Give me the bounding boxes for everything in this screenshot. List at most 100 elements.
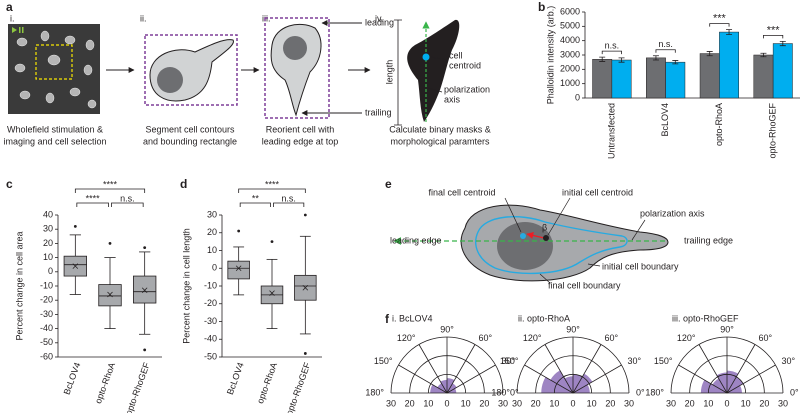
y-tick-label: 30 bbox=[207, 209, 217, 219]
y-tick-label: 1000 bbox=[560, 78, 580, 88]
angle-tick-label: 0° bbox=[510, 387, 519, 397]
significance-label: *** bbox=[767, 24, 781, 36]
spoke bbox=[572, 344, 602, 394]
r-tick-label: 20 bbox=[479, 398, 489, 408]
r-tick-label: 30 bbox=[498, 398, 508, 408]
significance-bracket bbox=[76, 202, 109, 207]
y-tick-label: -20 bbox=[40, 295, 53, 305]
outlier bbox=[73, 224, 77, 228]
leader-line bbox=[427, 87, 443, 93]
step-numeral: ii. bbox=[140, 13, 147, 23]
bar bbox=[772, 43, 793, 99]
caption: Wholefield stimulation & bbox=[7, 124, 103, 134]
leader-line bbox=[430, 56, 448, 61]
y-tick-label: 20 bbox=[43, 238, 53, 248]
r-tick-label: 10 bbox=[461, 398, 471, 408]
error-bar bbox=[760, 52, 767, 58]
mean-marker bbox=[269, 290, 275, 296]
r-tick-label: 10 bbox=[423, 398, 433, 408]
angle-tick-label: 120° bbox=[677, 333, 696, 343]
binary-mask bbox=[407, 19, 460, 123]
x-tick-label: opto-RhoGEF bbox=[123, 361, 152, 413]
angle-label: β bbox=[542, 222, 547, 232]
bounding-rectangle bbox=[144, 34, 238, 106]
annotation: length bbox=[384, 60, 394, 85]
x-tick-label: opto-RhoA bbox=[714, 103, 724, 146]
angle-tick-label: 150° bbox=[500, 356, 519, 366]
outlier bbox=[108, 242, 112, 245]
annotation: leading bbox=[365, 17, 394, 27]
final-boundary bbox=[475, 216, 628, 275]
cells bbox=[14, 30, 97, 109]
caption: imaging and cell selection bbox=[3, 136, 106, 146]
caption: leading edge at top bbox=[262, 136, 339, 146]
nucleus bbox=[283, 36, 307, 60]
error-bar bbox=[672, 60, 679, 65]
r-tick-label: 20 bbox=[405, 398, 415, 408]
initial-centroid bbox=[543, 235, 549, 241]
significance-bracket bbox=[239, 202, 271, 207]
r-tick-label: 10 bbox=[549, 398, 559, 408]
significance-label: n.s. bbox=[120, 193, 135, 203]
error-bar bbox=[652, 55, 659, 61]
caption: and bounding rectangle bbox=[143, 136, 237, 146]
leader-line bbox=[547, 197, 571, 236]
y-tick-label: -50 bbox=[40, 337, 53, 347]
y-tick-label: 10 bbox=[43, 252, 53, 262]
significance-bracket bbox=[111, 202, 144, 207]
outlier bbox=[237, 229, 241, 233]
bar bbox=[646, 57, 666, 99]
x-tick-label: BcLOV4 bbox=[62, 361, 83, 396]
r-tick-label: 10 bbox=[741, 398, 751, 408]
angle-tick-label: 0° bbox=[790, 387, 799, 397]
panel-label: c bbox=[6, 177, 13, 191]
y-tick-label: -40 bbox=[40, 323, 53, 333]
bounding-rectangle bbox=[264, 17, 330, 119]
significance-bracket bbox=[655, 49, 676, 53]
r-tick-label: 10 bbox=[703, 398, 713, 408]
significance-bracket bbox=[238, 188, 306, 193]
caption: morphological paramters bbox=[390, 136, 490, 146]
y-tick-label: 6000 bbox=[560, 6, 580, 16]
outlier bbox=[270, 240, 274, 244]
outlier bbox=[143, 246, 147, 250]
x-tick-label: BcLOV4 bbox=[660, 103, 670, 137]
angle-tick-label: 90° bbox=[720, 324, 734, 334]
spoke bbox=[446, 344, 476, 394]
angle-tick-label: 30° bbox=[502, 356, 516, 366]
bar bbox=[719, 31, 739, 99]
y-axis-label: Phalloidin intensity (arb.) bbox=[545, 6, 555, 105]
angle-tick-label: 150° bbox=[654, 356, 673, 366]
annotation: polarization bbox=[444, 84, 490, 94]
y-tick-label: 4000 bbox=[560, 35, 580, 45]
wedge bbox=[447, 383, 457, 393]
y-axis-label: Percent change in cell area bbox=[14, 231, 24, 340]
mean-marker bbox=[107, 291, 113, 298]
r-tick-label: 20 bbox=[531, 398, 541, 408]
significance-label: *** bbox=[713, 13, 727, 25]
r-tick-label: 30 bbox=[778, 398, 788, 408]
final-centroid bbox=[520, 233, 526, 239]
angle-tick-label: 120° bbox=[397, 333, 416, 343]
wedge bbox=[573, 373, 593, 393]
leader-line bbox=[587, 263, 601, 267]
r-tick-label: 10 bbox=[587, 398, 597, 408]
panel-label: d bbox=[180, 177, 187, 191]
angle-tick-label: 30° bbox=[782, 356, 796, 366]
r-tick-label: 0 bbox=[570, 398, 575, 408]
play-icon bbox=[12, 27, 24, 33]
r-tick-label: 0 bbox=[724, 398, 729, 408]
significance-bracket bbox=[709, 23, 730, 27]
r-tick-label: 0 bbox=[444, 398, 449, 408]
significance-label: **** bbox=[86, 193, 101, 203]
caption: Calculate binary masks & bbox=[389, 124, 491, 134]
error-bar bbox=[706, 51, 713, 57]
significance-label: n.s. bbox=[605, 41, 620, 51]
box bbox=[98, 284, 122, 307]
panel-label: b bbox=[538, 0, 545, 14]
angle-tick-label: 60° bbox=[759, 333, 773, 343]
y-tick-label: -20 bbox=[204, 298, 217, 308]
bar bbox=[665, 61, 686, 99]
annotation: final cell boundary bbox=[548, 280, 621, 290]
